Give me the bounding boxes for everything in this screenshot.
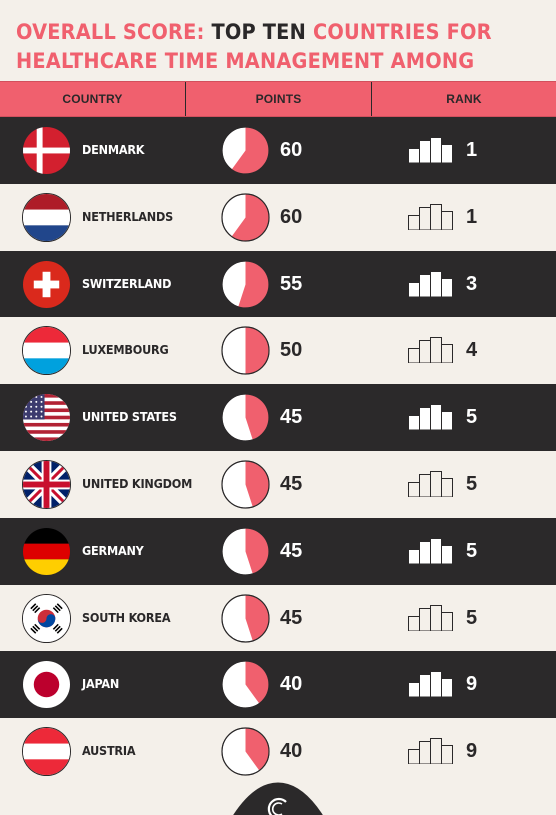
header-rank: RANK <box>446 92 482 106</box>
pie-slice <box>231 127 269 174</box>
podium-icon <box>408 137 453 163</box>
netherlands-flag-icon <box>22 192 71 242</box>
country-name: AUSTRIA <box>82 743 136 759</box>
pie-slice <box>245 661 269 704</box>
points-value: 45 <box>280 472 303 495</box>
luxembourg-flag-icon <box>22 326 71 376</box>
title-part-1: Overall score: <box>16 20 205 45</box>
points-value: 45 <box>280 539 303 562</box>
pie-slice <box>245 460 269 507</box>
podium-icon <box>408 270 453 297</box>
points-pie <box>221 393 270 442</box>
country-name: JAPAN <box>82 676 120 692</box>
points-pie <box>221 593 270 643</box>
table-body: DENMARK 60 1 NETHERLANDS 60 1 SWITZERLAND 55 3 LU… <box>0 117 556 785</box>
pie-slice <box>245 527 269 574</box>
points-pie <box>221 727 270 776</box>
rank-value: 5 <box>466 406 478 429</box>
points-pie <box>221 126 270 175</box>
table-header: COUNTRY POINTS RANK <box>0 81 556 117</box>
points-value: 50 <box>280 339 303 362</box>
denmark-flag-icon <box>22 126 71 175</box>
switzerland-flag-icon <box>22 259 71 309</box>
rank-value: 4 <box>466 339 478 362</box>
table-row: GERMANY 45 5 <box>0 517 556 585</box>
points-value: 55 <box>280 272 303 295</box>
points-value: 45 <box>280 406 303 429</box>
points-value: 60 <box>280 205 303 228</box>
rank-value: 5 <box>466 472 478 495</box>
table-row: JAPAN 40 9 <box>0 651 556 719</box>
pie-slice <box>238 260 269 308</box>
table-row: SWITZERLAND 55 3 <box>0 250 556 318</box>
pie-slice <box>245 327 269 375</box>
pie-slice <box>231 193 269 241</box>
country-name: GERMANY <box>82 542 144 558</box>
podium-icon <box>408 470 453 497</box>
points-pie <box>221 193 270 242</box>
podium-icon <box>408 671 453 698</box>
country-name: UNITED STATES <box>82 409 177 425</box>
table-row: UNITED KINGDOM 45 5 <box>0 450 556 518</box>
table-row: AUSTRIA 40 9 <box>0 718 556 785</box>
podium-icon <box>408 738 453 765</box>
pie-slice <box>245 728 269 771</box>
country-name: DENMARK <box>82 142 145 157</box>
podium-icon <box>408 537 453 564</box>
austria-flag-icon <box>22 727 71 777</box>
country-name: LUXEMBOURG <box>82 342 169 358</box>
table-row: SOUTH KOREA 45 5 <box>0 584 556 652</box>
country-name: SWITZERLAND <box>82 275 172 291</box>
podium-icon <box>408 404 453 431</box>
table-row: DENMARK 60 1 <box>0 117 556 184</box>
country-name: NETHERLANDS <box>82 208 174 224</box>
title-part-2: Top ten <box>211 20 306 45</box>
rank-value: 5 <box>466 606 478 629</box>
points-value: 40 <box>280 673 303 696</box>
points-pie <box>221 660 270 709</box>
points-value: 45 <box>280 606 303 629</box>
united-kingdom-flag-icon <box>22 459 71 509</box>
rank-value: 1 <box>466 139 478 161</box>
table-row: NETHERLANDS 60 1 <box>0 183 556 251</box>
south-korea-flag-icon <box>22 593 71 643</box>
rank-value: 1 <box>466 205 478 228</box>
rank-value: 5 <box>466 539 478 562</box>
country-name: SOUTH KOREA <box>82 609 171 625</box>
japan-flag-icon <box>22 660 71 710</box>
header-points: POINTS <box>186 82 372 116</box>
united-states-flag-icon <box>22 393 71 443</box>
points-pie <box>221 460 270 509</box>
points-value: 40 <box>280 740 303 763</box>
podium-icon <box>408 337 453 364</box>
table-row: UNITED STATES 45 5 <box>0 384 556 451</box>
rank-value: 3 <box>466 272 478 295</box>
podium-icon <box>408 203 453 230</box>
rank-value: 9 <box>466 673 478 696</box>
points-pie <box>221 326 270 375</box>
points-pie <box>221 527 270 576</box>
podium-icon <box>408 604 453 631</box>
rank-value: 9 <box>466 740 478 763</box>
points-value: 60 <box>280 139 303 161</box>
points-pie <box>221 259 270 309</box>
pie-slice <box>245 394 269 441</box>
country-name: UNITED KINGDOM <box>82 475 193 491</box>
header-country: COUNTRY <box>0 82 186 116</box>
table-row: LUXEMBOURG 50 4 <box>0 317 556 385</box>
germany-flag-icon <box>22 526 71 576</box>
logo-icon <box>233 782 323 815</box>
pie-slice <box>245 594 269 641</box>
